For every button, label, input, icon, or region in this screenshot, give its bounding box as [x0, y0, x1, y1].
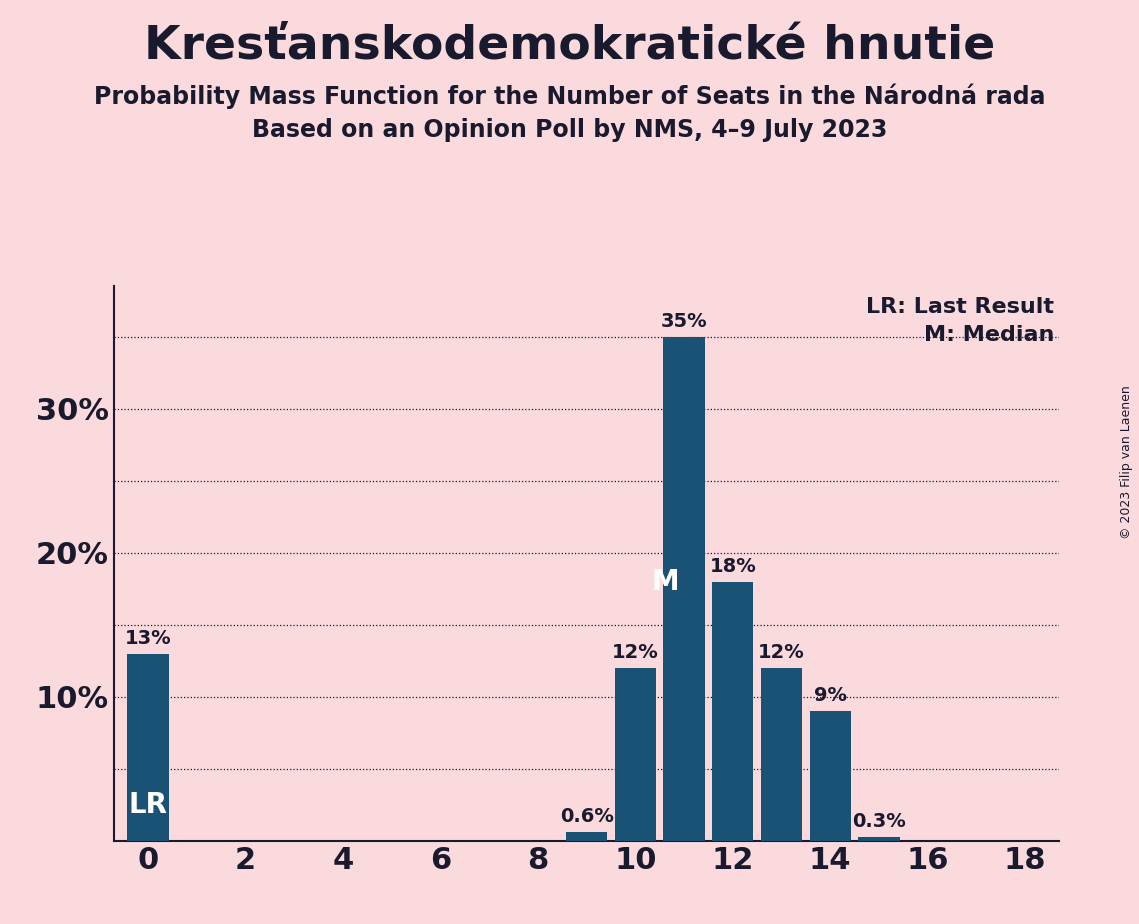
Text: 9%: 9% — [813, 687, 846, 706]
Bar — [615, 668, 656, 841]
Text: M: Median: M: Median — [924, 325, 1055, 346]
Bar — [663, 337, 705, 841]
Text: 13%: 13% — [124, 629, 171, 648]
Text: 12%: 12% — [759, 643, 805, 663]
Text: 0.3%: 0.3% — [852, 812, 906, 831]
Text: 18%: 18% — [710, 557, 756, 576]
Bar — [566, 833, 607, 841]
Bar — [859, 836, 900, 841]
Bar — [128, 653, 169, 841]
Text: LR: Last Result: LR: Last Result — [867, 297, 1055, 317]
Text: © 2023 Filip van Laenen: © 2023 Filip van Laenen — [1121, 385, 1133, 539]
Text: 12%: 12% — [612, 643, 658, 663]
Bar — [761, 668, 802, 841]
Text: 35%: 35% — [661, 312, 707, 331]
Text: 0.6%: 0.6% — [559, 808, 614, 826]
Text: Probability Mass Function for the Number of Seats in the Národná rada: Probability Mass Function for the Number… — [93, 83, 1046, 109]
Bar — [810, 711, 851, 841]
Bar — [712, 581, 754, 841]
Text: LR: LR — [129, 791, 167, 820]
Text: Kresťanskodemokratické hnutie: Kresťanskodemokratické hnutie — [144, 23, 995, 68]
Text: M: M — [652, 567, 679, 596]
Text: Based on an Opinion Poll by NMS, 4–9 July 2023: Based on an Opinion Poll by NMS, 4–9 Jul… — [252, 118, 887, 142]
